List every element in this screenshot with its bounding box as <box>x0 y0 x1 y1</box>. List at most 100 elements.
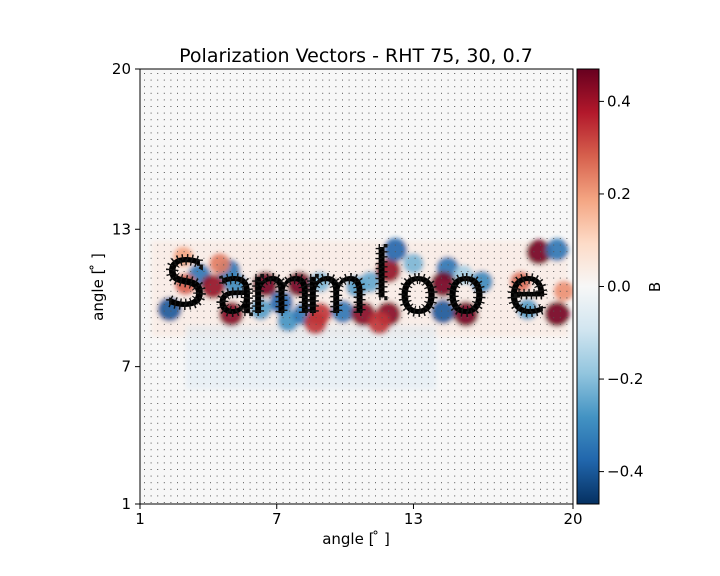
vector-dot <box>177 297 178 299</box>
vector-dot <box>526 350 528 352</box>
vector-dot <box>394 290 396 292</box>
vector-dot <box>566 145 568 147</box>
vector-dot <box>223 125 225 127</box>
vector-dot <box>394 152 396 154</box>
vector-dot <box>302 310 304 312</box>
vector-dot <box>507 442 508 444</box>
vector-dot <box>408 198 409 200</box>
vector-dot <box>144 257 145 259</box>
vector-dot <box>348 502 350 503</box>
vector-dot <box>375 475 376 477</box>
vector-dot <box>381 224 383 226</box>
vector-dot <box>163 158 165 160</box>
vector-dot <box>183 112 185 114</box>
vector-dot <box>216 224 218 226</box>
vector-dot <box>262 449 264 451</box>
vector-dot <box>460 125 462 127</box>
vector-dot <box>454 482 456 484</box>
vector-dot <box>513 449 515 451</box>
vector-dot <box>401 238 403 239</box>
vector-dot <box>282 482 284 484</box>
vector-dot <box>243 429 244 431</box>
vector-dot <box>355 416 357 418</box>
vector-dot <box>170 436 172 437</box>
vector-dot <box>540 482 541 484</box>
vector-dot <box>335 244 337 246</box>
vector-dot <box>388 132 390 134</box>
vector-dot <box>196 482 198 484</box>
vector-dot <box>434 310 436 312</box>
vector-dot <box>480 449 482 451</box>
vector-dot <box>526 165 528 167</box>
vector-dot <box>394 363 396 365</box>
vector-dot <box>546 92 548 94</box>
vector-dot <box>170 455 172 457</box>
vector-dot <box>375 383 376 385</box>
vector-dot <box>394 73 396 74</box>
vector-dot <box>348 73 350 74</box>
vector-dot <box>553 205 555 206</box>
vector-dot <box>493 106 495 107</box>
vector-dot <box>441 442 442 444</box>
vector-dot <box>408 337 409 338</box>
vector-dot <box>157 442 159 444</box>
vector-dot <box>375 244 376 246</box>
vector-dot <box>540 330 541 332</box>
vector-dot <box>368 79 370 81</box>
vector-dot <box>454 112 456 114</box>
vector-dot <box>163 403 165 404</box>
vector-dot <box>566 376 568 378</box>
vector-dot <box>302 125 304 127</box>
vector-dot <box>421 238 423 239</box>
vector-dot <box>190 172 192 173</box>
vector-dot <box>533 205 535 206</box>
vector-dot <box>388 139 390 140</box>
vector-dot <box>546 330 548 332</box>
vector-dot <box>150 158 152 160</box>
vector-dot <box>401 191 403 193</box>
vector-dot <box>427 429 429 431</box>
vector-dot <box>269 290 271 292</box>
vector-dot <box>177 383 178 385</box>
vector-dot <box>394 376 396 378</box>
vector-dot <box>295 231 297 233</box>
vector-dot <box>196 185 198 187</box>
vector-dot <box>309 488 310 490</box>
vector-dot <box>223 310 225 312</box>
vector-dot <box>540 343 541 345</box>
vector-dot <box>144 106 145 107</box>
x-tick-label: 20 <box>563 510 582 528</box>
vector-dot <box>559 251 561 253</box>
vector-dot <box>309 139 310 140</box>
vector-dot <box>507 99 508 101</box>
vector-dot <box>269 482 271 484</box>
vector-dot <box>170 396 172 398</box>
vector-dot <box>315 264 317 266</box>
vector-dot <box>381 145 383 147</box>
vector-dot <box>441 145 442 147</box>
vector-dot <box>381 165 383 167</box>
vector-dot <box>394 191 396 193</box>
vector-dot <box>546 502 548 503</box>
vector-dot <box>183 317 185 319</box>
vector-dot <box>328 337 330 338</box>
vector-dot <box>183 284 185 286</box>
vector-dot <box>229 198 231 200</box>
vector-dot <box>335 145 337 147</box>
vector-dot <box>163 396 165 398</box>
vector-dot <box>236 112 238 114</box>
vector-dot <box>295 416 297 418</box>
vector-dot <box>157 396 159 398</box>
vector-dot <box>447 231 449 233</box>
vector-dot <box>256 409 258 411</box>
vector-dot <box>474 73 475 74</box>
vector-dot <box>322 304 324 305</box>
vector-dot <box>401 317 403 319</box>
vector-dot <box>163 244 165 246</box>
vector-dot <box>361 191 363 193</box>
vector-dot <box>434 337 436 338</box>
vector-dot <box>480 363 482 365</box>
vector-dot <box>441 363 442 365</box>
vector-dot <box>262 152 264 154</box>
vector-dot <box>454 422 456 424</box>
